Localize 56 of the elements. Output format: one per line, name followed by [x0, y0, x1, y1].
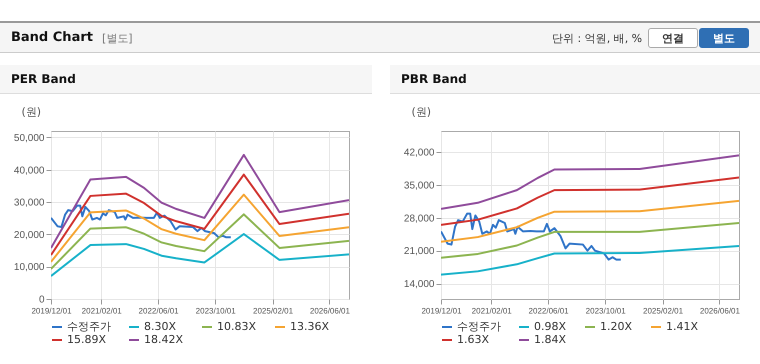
y-tick-label: 30,000	[14, 198, 45, 209]
x-tick-label: 2022/06/01	[528, 306, 570, 316]
text: 단위 : 억원, 배, %	[552, 31, 642, 46]
y-tick-label: 50,000	[14, 132, 45, 144]
legend-label: 1.84X	[534, 333, 566, 346]
x-tick-label: 2026/06/01	[310, 306, 350, 316]
text: 별도	[699, 28, 749, 48]
line-series	[51, 154, 349, 249]
line-series	[441, 200, 739, 243]
legend-label: 1.20X	[600, 320, 632, 333]
y-tick-label: 10,000	[14, 262, 45, 274]
legend-label: 13.36X	[290, 320, 330, 333]
line-series	[441, 212, 622, 261]
x-tick-label: 2021/02/01	[472, 306, 512, 316]
text: [별도]	[102, 31, 133, 46]
y-axis-title: (원)	[412, 106, 432, 118]
line-series	[51, 213, 349, 270]
x-tick-label: 2026/06/01	[700, 306, 740, 316]
y-tick-label: 42,000	[404, 148, 435, 159]
legend-label: 15.89X	[67, 333, 106, 346]
legend-label: 수정주가	[457, 320, 501, 333]
legend-label: 0.98X	[534, 320, 566, 333]
text: 연결	[648, 28, 698, 48]
y-axis-title: (원)	[22, 106, 42, 118]
legend-label: 18.42X	[144, 333, 184, 346]
x-tick-label: 2023/10/01	[586, 306, 626, 316]
line-series	[51, 194, 349, 263]
x-tick-label: 2019/12/01	[31, 306, 72, 316]
line-series	[51, 174, 349, 256]
y-tick-label: 20,000	[14, 230, 45, 241]
y-tick-label: 14,000	[404, 279, 435, 290]
line-series	[441, 222, 739, 259]
x-tick-label: 2023/10/01	[196, 306, 236, 316]
x-tick-label: 2022/06/01	[138, 306, 180, 316]
legend-label: 1.63X	[457, 333, 490, 346]
line-series	[441, 154, 739, 210]
x-tick-label: 2025/02/01	[253, 306, 294, 316]
line-series	[51, 233, 349, 278]
text: Band Chart	[11, 30, 93, 45]
y-tick-label: 21,000	[404, 246, 435, 258]
x-tick-label: 2019/12/01	[421, 306, 462, 316]
chart-title: PER Band	[0, 65, 372, 94]
legend-label: 8.30X	[144, 320, 176, 333]
line-series	[51, 204, 232, 238]
line-series	[441, 244, 739, 276]
legend-label: 수정주가	[67, 320, 111, 333]
x-tick-label: 2025/02/01	[643, 306, 684, 316]
legend-label: 1.41X	[666, 320, 698, 333]
x-tick-label: 2021/02/01	[82, 306, 122, 316]
line-series	[441, 176, 739, 226]
y-tick-label: 40,000	[14, 165, 45, 176]
y-tick-label: 35,000	[404, 180, 435, 192]
legend-label: 10.83X	[217, 320, 256, 333]
y-tick-label: 0	[38, 294, 45, 306]
chart-title: PBR Band	[390, 65, 760, 94]
y-tick-label: 28,000	[404, 213, 435, 224]
